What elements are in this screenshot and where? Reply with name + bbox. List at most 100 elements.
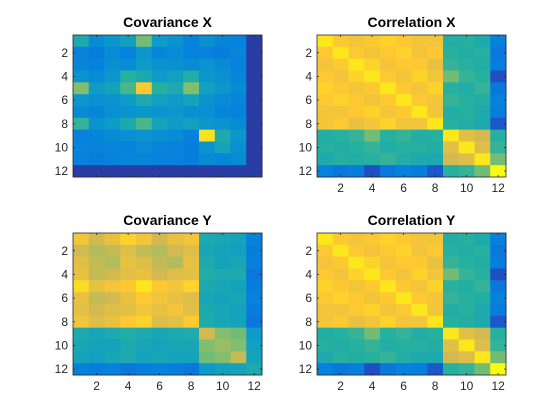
heatmap-cell bbox=[120, 292, 137, 305]
y-tick-label: 10 bbox=[299, 140, 313, 154]
heatmap-cell bbox=[230, 129, 247, 142]
heatmap-cell bbox=[427, 233, 444, 246]
heatmap-cell bbox=[73, 339, 90, 352]
heatmap-cell bbox=[151, 339, 168, 352]
heatmap-cell bbox=[199, 351, 216, 364]
heatmap-cell bbox=[490, 153, 507, 166]
heatmap-cell bbox=[364, 129, 381, 142]
heatmap-cell bbox=[167, 117, 184, 131]
heatmap-cell bbox=[474, 292, 491, 305]
heatmap-cell bbox=[151, 327, 168, 340]
heatmap-cell bbox=[490, 339, 507, 352]
heatmap-cell bbox=[183, 244, 200, 258]
heatmap-cell bbox=[151, 233, 168, 246]
heatmap-cell bbox=[443, 82, 460, 95]
heatmap-cell bbox=[348, 82, 365, 95]
heatmap-cell bbox=[395, 70, 412, 83]
heatmap-cell bbox=[395, 106, 412, 119]
heatmap-cell bbox=[246, 106, 263, 119]
heatmap-cell bbox=[317, 351, 334, 364]
heatmap-cell bbox=[443, 35, 460, 48]
heatmap-cell bbox=[474, 46, 491, 60]
heatmap-cell bbox=[348, 117, 365, 131]
heatmap-cell bbox=[317, 268, 334, 281]
heatmap-cell bbox=[348, 129, 365, 142]
heatmap-cell bbox=[246, 70, 263, 83]
y-tick-label: 6 bbox=[305, 291, 312, 305]
heatmap-cell bbox=[104, 58, 121, 71]
heatmap-cell bbox=[395, 94, 412, 107]
heatmap-cell bbox=[395, 315, 412, 329]
heatmap-cell bbox=[332, 315, 349, 329]
heatmap-cell bbox=[120, 233, 137, 246]
heatmap-cell bbox=[230, 268, 247, 281]
heatmap-cell bbox=[380, 363, 397, 376]
heatmap-cell bbox=[411, 327, 428, 340]
heatmap-cell bbox=[199, 82, 216, 95]
heatmap-cell bbox=[317, 35, 334, 48]
heatmap-cell bbox=[88, 165, 105, 178]
heatmap-cell bbox=[317, 304, 334, 317]
heatmap-cell bbox=[490, 327, 507, 340]
heatmap-cell bbox=[199, 292, 216, 305]
heatmap-cell bbox=[490, 244, 507, 258]
heatmap-cell bbox=[332, 268, 349, 281]
heatmap-cell bbox=[411, 315, 428, 329]
heatmap-cell bbox=[411, 35, 428, 48]
heatmap-cell bbox=[332, 292, 349, 305]
heatmap-cell bbox=[136, 94, 153, 107]
heatmap-cell bbox=[183, 315, 200, 329]
y-tick-label: 8 bbox=[61, 315, 68, 329]
heatmap-cell bbox=[348, 58, 365, 71]
heatmap-cell bbox=[73, 46, 90, 60]
heatmap-cell bbox=[230, 46, 247, 60]
heatmap-cell bbox=[230, 351, 247, 364]
heatmap-cell bbox=[317, 256, 334, 269]
heatmap-cell bbox=[183, 82, 200, 95]
heatmap-cell bbox=[136, 165, 153, 178]
heatmap-cell bbox=[230, 58, 247, 71]
heatmap-cell bbox=[332, 117, 349, 131]
heatmap-cell bbox=[73, 363, 90, 376]
heatmap-cell bbox=[151, 106, 168, 119]
heatmap-cell bbox=[474, 129, 491, 142]
heatmap-cell bbox=[136, 280, 153, 293]
heatmap-cell bbox=[136, 339, 153, 352]
heatmap-cell bbox=[474, 315, 491, 329]
heatmap-panel-4: Correlation Y 2 4 6 8 10 12 2 4 6 8 10 12 bbox=[299, 212, 507, 393]
heatmap-cell bbox=[73, 129, 90, 142]
heatmap-cell bbox=[411, 304, 428, 317]
heatmap-cell bbox=[230, 315, 247, 329]
heatmap-cell bbox=[458, 280, 475, 293]
heatmap-cell bbox=[214, 35, 231, 48]
heatmap-cell bbox=[120, 94, 137, 107]
y-tick-label: 6 bbox=[305, 93, 312, 107]
heatmap-cell bbox=[317, 315, 334, 329]
heatmap-cell bbox=[364, 327, 381, 340]
heatmap-cell bbox=[458, 363, 475, 376]
y-tick-label: 6 bbox=[61, 291, 68, 305]
heatmap-cell bbox=[317, 244, 334, 258]
heatmap-cell bbox=[332, 165, 349, 178]
heatmap-cell bbox=[214, 70, 231, 83]
heatmap-cell bbox=[427, 70, 444, 83]
heatmap-cell bbox=[332, 94, 349, 107]
heatmap-cell bbox=[348, 165, 365, 178]
heatmap-cell bbox=[246, 117, 263, 131]
heatmap-cell bbox=[332, 82, 349, 95]
heatmap-cell bbox=[214, 292, 231, 305]
axes-frame bbox=[72, 34, 263, 178]
heatmap-cell bbox=[104, 363, 121, 376]
heatmap-cell bbox=[214, 165, 231, 178]
heatmap-cell bbox=[395, 141, 412, 154]
y-tick-label: 4 bbox=[305, 69, 312, 83]
heatmap-cell bbox=[458, 141, 475, 154]
heatmap-cell bbox=[474, 339, 491, 352]
heatmap-cell bbox=[364, 304, 381, 317]
heatmap-cell bbox=[104, 106, 121, 119]
heatmap-cell bbox=[332, 58, 349, 71]
heatmap-cell bbox=[246, 233, 263, 246]
heatmap-cell bbox=[246, 315, 263, 329]
heatmap-cell bbox=[458, 304, 475, 317]
x-tick-label: 8 bbox=[432, 379, 439, 393]
